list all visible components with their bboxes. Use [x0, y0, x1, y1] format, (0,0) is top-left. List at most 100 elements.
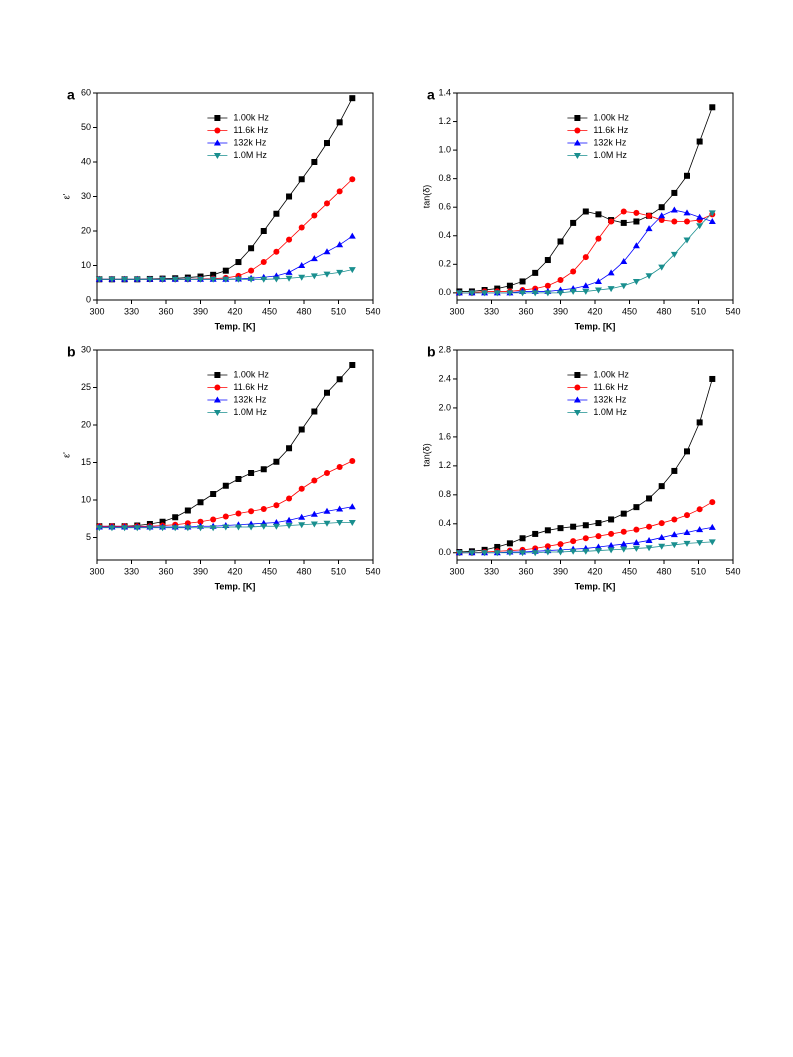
legend-label: 1.0M Hz — [593, 150, 627, 160]
x-tick-label: 360 — [158, 306, 173, 316]
panel-label: a — [427, 87, 435, 103]
marker — [544, 549, 552, 556]
legend-label: 1.0M Hz — [233, 150, 267, 160]
marker — [222, 524, 230, 531]
y-tick-label: 1.4 — [438, 87, 451, 97]
marker — [683, 237, 691, 244]
legend-marker — [574, 372, 581, 378]
y-tick-label: 20 — [81, 225, 91, 235]
marker — [607, 542, 615, 549]
marker — [620, 208, 627, 215]
x-tick-label: 540 — [365, 306, 380, 316]
marker — [336, 505, 344, 512]
x-axis-label: Temp. [K] — [575, 581, 616, 591]
marker — [222, 482, 229, 489]
marker — [544, 527, 551, 534]
marker — [108, 276, 116, 283]
marker — [570, 219, 577, 226]
marker — [620, 540, 628, 547]
marker — [582, 282, 590, 289]
x-tick-label: 300 — [89, 306, 104, 316]
x-tick-label: 330 — [124, 566, 139, 576]
marker — [298, 522, 306, 529]
marker — [260, 466, 267, 473]
marker — [222, 276, 230, 283]
marker — [519, 535, 526, 542]
marker — [323, 507, 331, 514]
legend-marker — [214, 372, 221, 378]
marker — [222, 513, 229, 520]
y-tick-label: 0.2 — [438, 259, 451, 269]
marker — [121, 525, 129, 532]
marker — [544, 282, 551, 289]
x-tick-label: 510 — [691, 306, 706, 316]
marker — [481, 290, 489, 297]
marker — [310, 521, 318, 528]
marker — [696, 213, 704, 220]
marker — [273, 210, 280, 217]
y-tick-label: 5 — [86, 532, 91, 542]
marker — [595, 520, 602, 527]
marker — [171, 525, 179, 532]
marker — [260, 523, 268, 530]
marker — [286, 445, 293, 452]
marker — [324, 140, 330, 147]
marker — [272, 276, 280, 283]
marker — [349, 176, 356, 183]
marker — [608, 218, 615, 225]
marker — [632, 545, 640, 552]
marker — [544, 543, 551, 550]
y-axis-label: ε' — [61, 193, 71, 199]
marker — [708, 523, 716, 530]
series-line — [99, 178, 353, 280]
marker — [595, 533, 602, 540]
marker — [658, 543, 666, 550]
marker — [310, 510, 318, 517]
marker — [324, 389, 330, 396]
marker — [298, 485, 305, 492]
marker — [632, 278, 640, 285]
marker — [247, 276, 255, 283]
x-tick-label: 390 — [553, 566, 568, 576]
marker — [632, 539, 640, 546]
marker — [658, 264, 666, 271]
marker — [670, 531, 678, 538]
x-tick-label: 450 — [262, 566, 277, 576]
x-tick-label: 420 — [587, 306, 602, 316]
marker — [506, 550, 514, 557]
marker — [544, 257, 551, 264]
marker — [582, 254, 589, 261]
x-tick-label: 300 — [89, 566, 104, 576]
marker — [544, 290, 552, 297]
x-tick-label: 330 — [124, 306, 139, 316]
marker — [582, 522, 589, 529]
marker — [696, 506, 703, 513]
legend-marker — [574, 115, 581, 121]
y-tick-label: 40 — [81, 156, 91, 166]
legend-marker — [573, 396, 581, 403]
x-tick-label: 420 — [227, 566, 242, 576]
marker — [633, 218, 640, 225]
y-tick-label: 0.0 — [438, 547, 451, 557]
legend-marker — [574, 127, 581, 134]
marker — [645, 273, 653, 280]
marker — [658, 520, 665, 527]
x-tick-label: 540 — [725, 566, 740, 576]
y-tick-label: 2.0 — [438, 402, 451, 412]
marker — [222, 267, 229, 274]
marker — [285, 523, 293, 529]
marker — [248, 245, 255, 252]
marker — [633, 504, 640, 511]
marker — [95, 525, 103, 532]
marker — [696, 138, 703, 145]
marker — [349, 95, 356, 102]
marker — [298, 262, 306, 268]
marker — [336, 119, 343, 126]
y-tick-label: 25 — [81, 382, 91, 392]
x-tick-label: 390 — [553, 306, 568, 316]
marker — [696, 419, 703, 426]
marker — [519, 550, 527, 557]
y-tick-label: 10 — [81, 260, 91, 270]
marker — [569, 548, 577, 555]
marker — [708, 217, 716, 224]
